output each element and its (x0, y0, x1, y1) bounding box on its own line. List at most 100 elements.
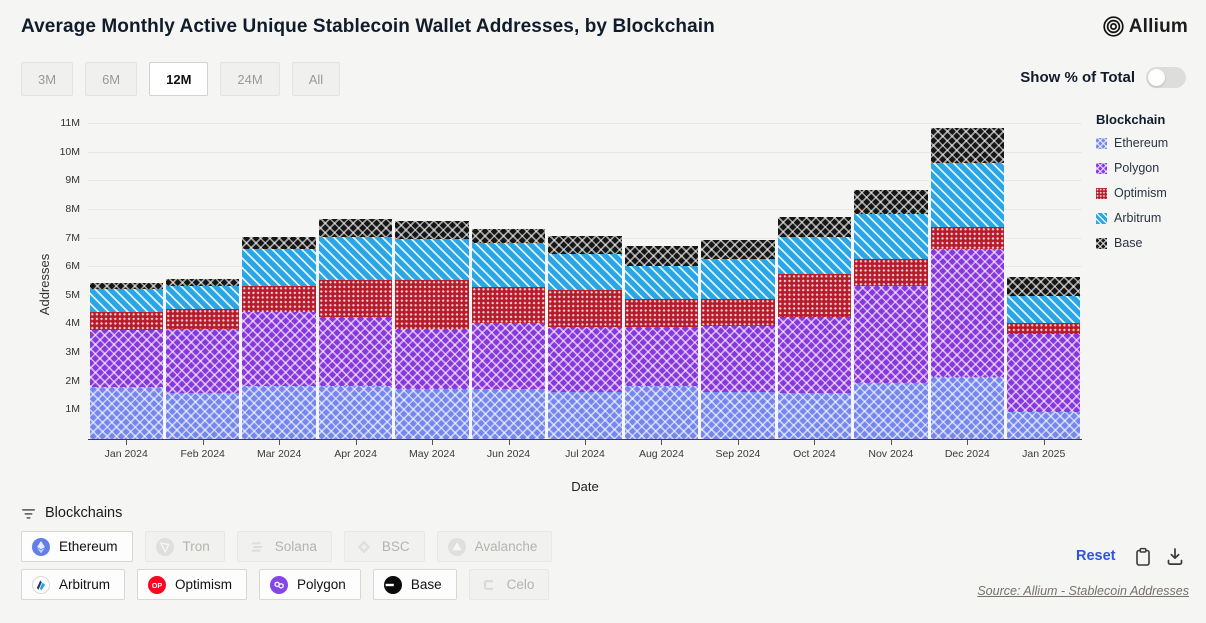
bar-segment-base-oct-2024[interactable] (777, 217, 852, 238)
bar-segment-optimism-jun-2024[interactable] (471, 287, 546, 324)
chain-chip-arbitrum[interactable]: Arbitrum (21, 569, 126, 600)
bar-segment-base-sep-2024[interactable] (701, 239, 775, 259)
bar-may-2024[interactable] (395, 110, 469, 439)
bar-aug-2024[interactable] (624, 110, 699, 439)
bar-segment-ethereum-feb-2024[interactable] (165, 393, 240, 439)
reset-button[interactable]: Reset (1076, 548, 1116, 564)
bar-segment-arbitrum-jul-2024[interactable] (548, 254, 622, 291)
time-range-6m[interactable]: 6M (85, 62, 138, 96)
bar-segment-polygon-apr-2024[interactable] (318, 317, 393, 387)
bar-segment-optimism-nov-2024[interactable] (854, 258, 928, 286)
bar-segment-polygon-jun-2024[interactable] (471, 323, 546, 389)
bar-segment-polygon-aug-2024[interactable] (624, 327, 699, 387)
bar-segment-ethereum-dec-2024[interactable] (930, 377, 1005, 439)
bar-mar-2024[interactable] (242, 110, 316, 439)
bar-segment-optimism-jul-2024[interactable] (548, 290, 622, 328)
bar-segment-ethereum-jan-2025[interactable] (1007, 411, 1081, 439)
chain-chip-tron[interactable]: Tron (144, 531, 225, 562)
bar-oct-2024[interactable] (777, 110, 852, 439)
bar-segment-polygon-may-2024[interactable] (395, 328, 469, 389)
bar-segment-optimism-apr-2024[interactable] (318, 280, 393, 318)
bar-segment-arbitrum-dec-2024[interactable] (930, 162, 1005, 228)
bar-segment-polygon-dec-2024[interactable] (930, 248, 1005, 378)
bar-feb-2024[interactable] (165, 110, 240, 439)
bar-segment-optimism-may-2024[interactable] (395, 280, 469, 329)
chain-chip-ethereum[interactable]: Ethereum (21, 531, 133, 562)
bar-segment-ethereum-jan-2024[interactable] (89, 387, 163, 439)
bar-segment-base-jan-2024[interactable] (89, 282, 163, 289)
chain-chip-celo[interactable]: Celo (468, 569, 550, 600)
bar-segment-base-jul-2024[interactable] (548, 235, 622, 255)
bar-segment-arbitrum-apr-2024[interactable] (318, 237, 393, 281)
bar-segment-optimism-feb-2024[interactable] (165, 308, 240, 329)
source-link[interactable]: Source: Allium - Stablecoin Addresses (977, 584, 1189, 598)
bar-segment-arbitrum-jun-2024[interactable] (471, 242, 546, 288)
bar-segment-arbitrum-jan-2025[interactable] (1007, 295, 1081, 324)
bar-jan-2025[interactable] (1007, 110, 1081, 439)
bar-segment-ethereum-apr-2024[interactable] (318, 386, 393, 439)
bar-segment-base-apr-2024[interactable] (318, 218, 393, 238)
bar-segment-base-mar-2024[interactable] (242, 237, 316, 249)
bar-segment-ethereum-jul-2024[interactable] (548, 391, 622, 439)
bar-segment-polygon-nov-2024[interactable] (854, 285, 928, 384)
bar-jan-2024[interactable] (89, 110, 163, 439)
bar-segment-optimism-dec-2024[interactable] (930, 227, 1005, 249)
chain-chip-solana[interactable]: Solana (236, 531, 332, 562)
bar-segment-base-nov-2024[interactable] (854, 189, 928, 215)
bar-segment-optimism-jan-2024[interactable] (89, 311, 163, 331)
bar-segment-arbitrum-sep-2024[interactable] (701, 258, 775, 299)
time-range-12m[interactable]: 12M (149, 62, 209, 96)
bar-segment-base-jun-2024[interactable] (471, 228, 546, 243)
bar-segment-ethereum-oct-2024[interactable] (777, 393, 852, 439)
clipboard-icon[interactable] (1134, 547, 1154, 567)
bar-segment-optimism-mar-2024[interactable] (242, 285, 316, 312)
bar-segment-base-dec-2024[interactable] (930, 128, 1005, 163)
bar-segment-arbitrum-nov-2024[interactable] (854, 214, 928, 259)
bar-dec-2024[interactable] (930, 110, 1005, 439)
bar-segment-polygon-jan-2024[interactable] (89, 330, 163, 388)
bar-sep-2024[interactable] (701, 110, 775, 439)
bar-segment-arbitrum-aug-2024[interactable] (624, 265, 699, 299)
chain-chip-label: Arbitrum (59, 577, 111, 592)
chain-chip-polygon[interactable]: Polygon (259, 569, 361, 600)
bar-segment-arbitrum-may-2024[interactable] (395, 238, 469, 281)
chain-chip-base[interactable]: Base (372, 569, 457, 600)
bar-segment-base-aug-2024[interactable] (624, 245, 699, 266)
bar-segment-ethereum-sep-2024[interactable] (701, 391, 775, 439)
bar-segment-arbitrum-jan-2024[interactable] (89, 288, 163, 312)
time-range-24m[interactable]: 24M (220, 62, 280, 96)
time-range-3m[interactable]: 3M (21, 62, 74, 96)
bar-jun-2024[interactable] (471, 110, 546, 439)
bar-segment-ethereum-nov-2024[interactable] (854, 383, 928, 439)
bar-jul-2024[interactable] (548, 110, 622, 439)
bar-segment-base-feb-2024[interactable] (165, 278, 240, 286)
bar-segment-optimism-sep-2024[interactable] (701, 298, 775, 326)
bar-segment-ethereum-jun-2024[interactable] (471, 388, 546, 439)
bar-apr-2024[interactable] (318, 110, 393, 439)
bar-segment-optimism-aug-2024[interactable] (624, 298, 699, 328)
bar-segment-base-may-2024[interactable] (395, 221, 469, 239)
bar-segment-base-jan-2025[interactable] (1007, 277, 1081, 296)
x-label-aug-2024: Aug 2024 (638, 448, 684, 460)
bar-segment-ethereum-may-2024[interactable] (395, 388, 469, 439)
bar-segment-polygon-mar-2024[interactable] (242, 311, 316, 387)
bar-segment-arbitrum-mar-2024[interactable] (242, 248, 316, 286)
bar-segment-polygon-feb-2024[interactable] (165, 328, 240, 394)
bar-segment-polygon-jan-2025[interactable] (1007, 334, 1081, 412)
bar-segment-ethereum-mar-2024[interactable] (242, 386, 316, 439)
bar-segment-polygon-jul-2024[interactable] (548, 327, 622, 392)
bar-segment-optimism-oct-2024[interactable] (777, 274, 852, 318)
bar-segment-arbitrum-feb-2024[interactable] (165, 285, 240, 309)
bar-segment-arbitrum-oct-2024[interactable] (777, 237, 852, 275)
bar-segment-polygon-sep-2024[interactable] (701, 325, 775, 392)
bar-nov-2024[interactable] (854, 110, 928, 439)
time-range-all[interactable]: All (291, 62, 341, 96)
chain-chip-avalanche[interactable]: Avalanche (436, 531, 553, 562)
bar-segment-ethereum-aug-2024[interactable] (624, 386, 699, 439)
bar-segment-polygon-oct-2024[interactable] (777, 317, 852, 394)
chain-chip-bsc[interactable]: BSC (343, 531, 425, 562)
download-icon[interactable] (1166, 547, 1186, 567)
show-percent-toggle[interactable] (1146, 67, 1186, 88)
chain-chip-optimism[interactable]: OP Optimism (137, 569, 248, 600)
bar-segment-optimism-jan-2025[interactable] (1007, 323, 1081, 335)
